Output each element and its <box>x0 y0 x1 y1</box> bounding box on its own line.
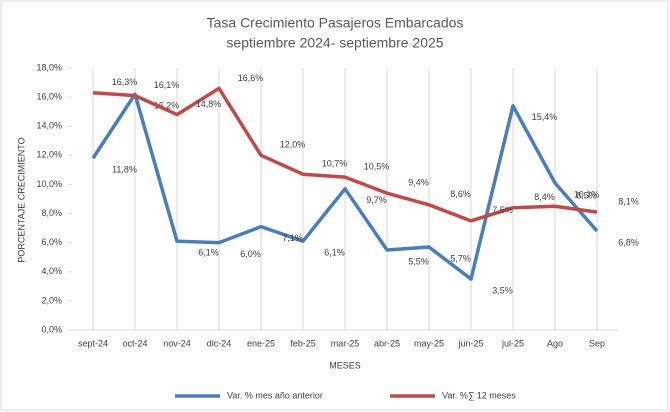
data-label: 8,5% <box>576 191 597 201</box>
data-label: 3,5% <box>492 285 513 295</box>
x-tick-label: abr-25 <box>374 338 400 348</box>
x-tick-label: ene-25 <box>247 338 275 348</box>
data-label: 15,4% <box>532 112 558 122</box>
y-tick-label: 0,0% <box>41 324 62 334</box>
data-label: 16,6% <box>238 73 264 83</box>
x-tick-label: Ago <box>547 338 563 348</box>
x-tick-label: nov-24 <box>163 338 191 348</box>
legend-label: Var. % mes año anterior <box>227 390 323 400</box>
data-label: 10,7% <box>322 159 348 169</box>
data-label: 7,5% <box>492 205 513 215</box>
y-tick-label: 12,0% <box>36 150 62 160</box>
y-tick-label: 6,0% <box>41 237 62 247</box>
x-tick-label: may-25 <box>414 338 444 348</box>
chart-subtitle: septiembre 2024- septiembre 2025 <box>226 35 443 51</box>
series-line <box>91 92 599 281</box>
data-label: 6,1% <box>324 248 345 258</box>
chart-title: Tasa Crecimiento Pasajeros Embarcados <box>207 15 464 31</box>
y-tick-label: 8,0% <box>41 208 62 218</box>
legend-label: Var. %∑ 12 meses <box>442 390 516 400</box>
x-tick-label: jul-25 <box>501 338 524 348</box>
data-label: 6,0% <box>240 249 261 259</box>
data-label: 11,8% <box>112 165 137 175</box>
x-axis-label: MESES <box>329 360 361 370</box>
data-label: 14,8% <box>196 99 222 109</box>
data-label: 16,3% <box>112 77 138 87</box>
data-label: 16,1% <box>154 80 180 90</box>
data-label: 16,2% <box>154 101 180 111</box>
data-label: 5,5% <box>408 256 429 266</box>
data-label: 10,5% <box>364 162 390 172</box>
data-label: 6,1% <box>198 248 219 258</box>
x-tick-label: Sep <box>589 338 605 348</box>
data-label: 9,7% <box>366 195 387 205</box>
data-label: 8,4% <box>534 192 555 202</box>
data-label: 6,8% <box>618 237 639 247</box>
series-line <box>92 86 598 223</box>
y-tick-label: 14,0% <box>36 121 62 131</box>
y-tick-label: 4,0% <box>41 266 62 276</box>
y-tick-label: 2,0% <box>41 295 62 305</box>
x-tick-label: jun-25 <box>457 338 483 348</box>
y-tick-label: 16,0% <box>36 91 62 101</box>
data-label: 7,1% <box>282 233 303 243</box>
data-label: 8,1% <box>618 196 639 206</box>
x-tick-label: oct-24 <box>122 338 147 348</box>
data-label: 5,7% <box>450 253 471 263</box>
x-tick-label: mar-25 <box>331 338 360 348</box>
data-label: 9,4% <box>408 178 429 188</box>
y-tick-label: 10,0% <box>36 179 62 189</box>
y-axis-label: PORCENTAJE CRECIMIENTO <box>16 137 26 262</box>
data-label: 10,1% <box>574 189 600 199</box>
x-tick-label: feb-25 <box>290 338 316 348</box>
x-tick-label: dic-24 <box>207 338 232 348</box>
y-tick-label: 18,0% <box>36 62 62 72</box>
data-label: 12,0% <box>280 140 306 150</box>
data-label: 8,6% <box>450 189 471 199</box>
x-tick-label: sept-24 <box>78 338 108 348</box>
